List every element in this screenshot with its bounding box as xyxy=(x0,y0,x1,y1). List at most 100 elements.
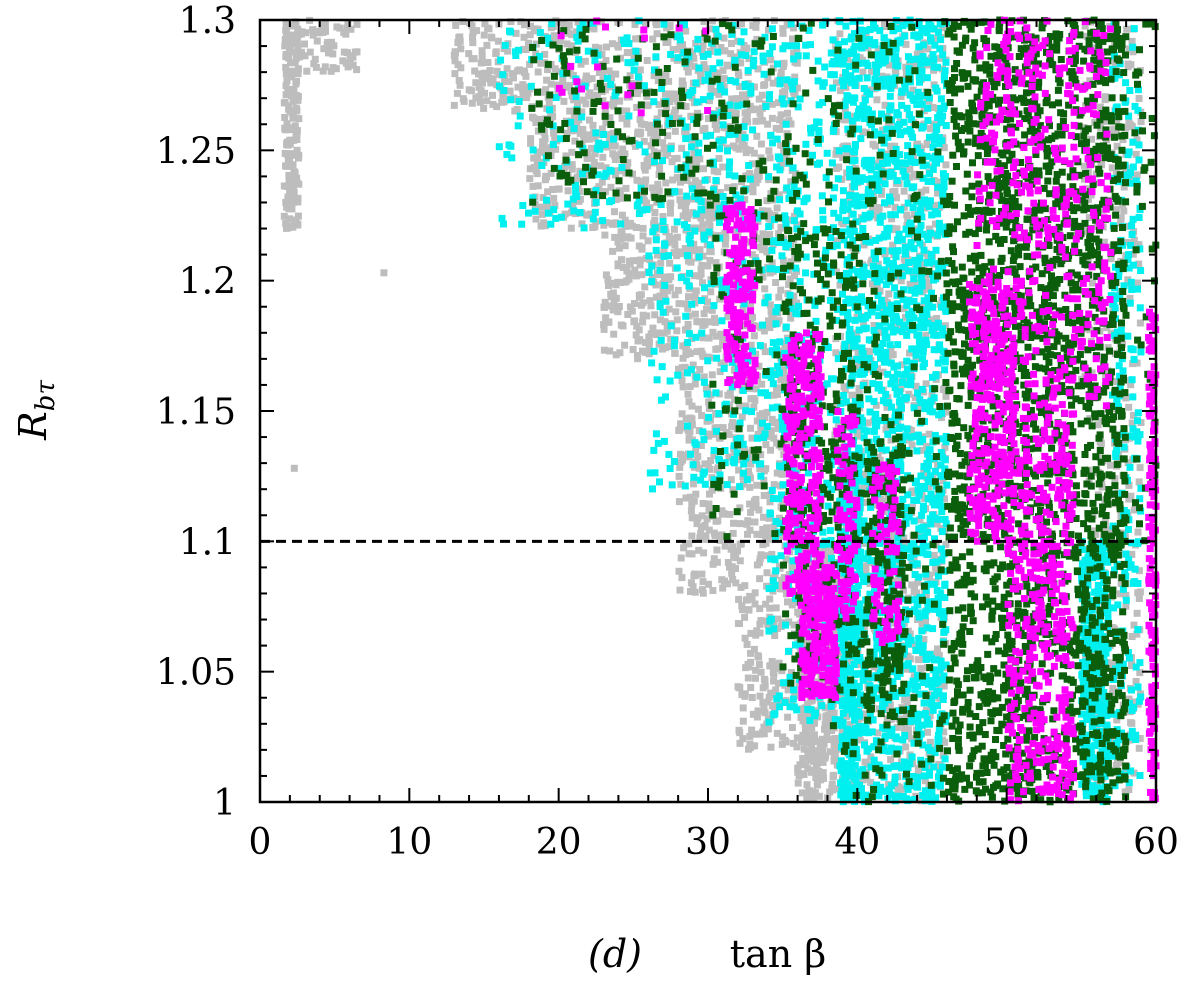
scatter-point xyxy=(760,723,768,731)
scatter-point xyxy=(313,37,321,45)
scatter-point xyxy=(772,567,780,575)
scatter-point xyxy=(755,362,763,370)
scatter-point xyxy=(694,181,702,189)
scatter-point xyxy=(532,167,540,175)
scatter-point xyxy=(934,645,941,653)
scatter-point xyxy=(869,716,877,724)
scatter-point xyxy=(289,173,297,181)
scatter-point xyxy=(503,65,511,73)
scatter-point xyxy=(919,41,927,49)
scatter-point xyxy=(548,20,556,27)
scatter-point xyxy=(693,348,701,356)
scatter-point xyxy=(714,277,722,285)
scatter-point xyxy=(875,207,883,215)
scatter-point xyxy=(455,34,463,42)
scatter-point xyxy=(687,366,695,374)
scatter-point xyxy=(1135,567,1143,575)
scatter-point xyxy=(1132,150,1140,158)
scatter-point xyxy=(700,52,708,60)
scatter-point xyxy=(749,347,756,355)
scatter-point xyxy=(1083,32,1091,40)
scatter-point xyxy=(641,148,649,156)
scatter-point xyxy=(652,53,660,61)
scatter-point xyxy=(922,593,930,601)
scatter-point xyxy=(885,61,893,69)
scatter-point xyxy=(698,261,706,269)
scatter-point xyxy=(294,42,302,50)
scatter-point xyxy=(809,151,816,159)
scatter-point xyxy=(552,94,560,101)
scatter-point xyxy=(281,124,289,132)
scatter-point xyxy=(678,77,686,85)
scatter-point xyxy=(753,132,761,140)
scatter-point xyxy=(654,251,661,259)
scatter-point xyxy=(677,480,685,488)
scatter-point xyxy=(652,430,660,438)
scatter-point xyxy=(706,465,714,473)
scatter-point xyxy=(292,80,300,88)
scatter-point xyxy=(654,77,662,85)
scatter-point xyxy=(836,30,844,38)
scatter-point xyxy=(563,129,571,137)
scatter-point xyxy=(732,579,740,587)
scatter-point xyxy=(784,598,791,606)
scatter-point xyxy=(713,546,721,554)
scatter-point xyxy=(766,662,774,670)
scatter-point xyxy=(700,549,708,557)
scatter-point xyxy=(775,191,783,199)
scatter-point xyxy=(818,192,826,200)
scatter-point xyxy=(699,279,706,287)
scatter-point xyxy=(333,23,341,31)
scatter-point xyxy=(659,213,667,220)
scatter-point xyxy=(905,733,912,740)
scatter-point xyxy=(749,106,757,114)
scatter-point xyxy=(342,59,350,67)
scatter-point xyxy=(484,72,492,80)
scatter-point xyxy=(687,89,695,96)
scatter-point xyxy=(802,52,810,60)
scatter-point xyxy=(682,27,690,35)
scatter-point xyxy=(766,604,774,612)
scatter-point xyxy=(756,555,764,563)
scatter-point xyxy=(879,302,886,310)
scatter-point xyxy=(472,79,480,87)
scatter-point xyxy=(842,22,850,30)
scatter-point xyxy=(704,298,711,306)
scatter-point xyxy=(536,52,543,60)
scatter-point xyxy=(659,139,667,147)
scatter-point xyxy=(797,403,804,411)
scatter-point xyxy=(769,339,777,347)
scatter-point xyxy=(1130,621,1138,629)
scatter-point xyxy=(939,386,947,394)
scatter-point xyxy=(700,373,708,381)
scatter-point xyxy=(730,183,738,191)
scatter-point xyxy=(821,63,829,71)
scatter-point xyxy=(660,226,668,234)
scatter-point xyxy=(779,366,787,374)
scatter-point xyxy=(752,631,760,639)
scatter-point xyxy=(819,528,827,536)
scatter-point xyxy=(908,441,916,449)
scatter-point xyxy=(311,55,319,63)
scatter-point xyxy=(775,384,783,392)
scatter-point xyxy=(846,299,854,307)
scatter-point xyxy=(807,436,815,444)
scatter-point xyxy=(862,562,870,570)
scatter-point xyxy=(756,109,764,117)
scatter-point xyxy=(647,302,655,310)
scatter-point xyxy=(933,520,941,528)
scatter-point xyxy=(690,62,698,70)
scatter-point xyxy=(777,224,785,232)
scatter-point xyxy=(529,146,537,154)
scatter-point xyxy=(1121,788,1129,796)
scatter-point xyxy=(602,271,610,279)
scatter-point xyxy=(536,29,544,36)
scatter-point xyxy=(719,136,727,144)
scatter-point xyxy=(710,529,718,537)
scatter-point xyxy=(735,72,743,79)
scatter-point xyxy=(701,201,709,209)
scatter-point xyxy=(751,600,759,608)
scatter-point xyxy=(573,33,581,41)
scatter-point xyxy=(678,410,686,418)
scatter-point xyxy=(283,140,291,148)
